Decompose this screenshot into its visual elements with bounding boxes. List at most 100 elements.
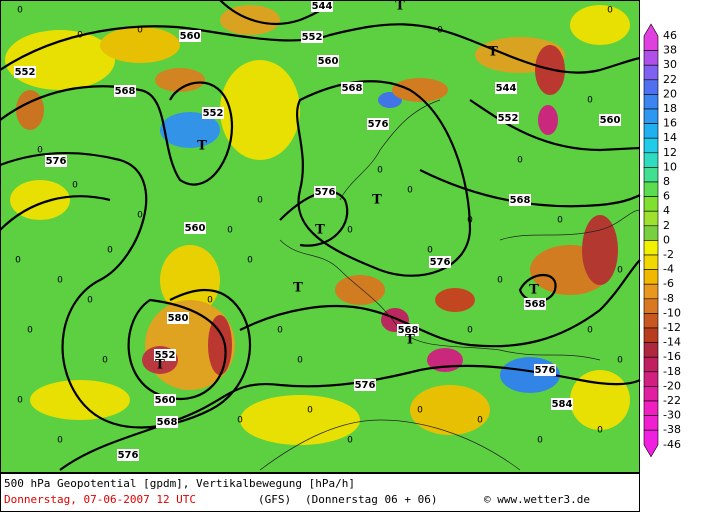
legend-swatch [643,50,659,66]
label-bg [314,186,336,198]
zero-label: 0 [587,326,593,336]
label-bg [429,256,451,268]
legend-label: 20 [663,87,677,100]
contour-label: 552 [302,32,323,43]
legend-swatch [643,123,659,139]
legend-swatch [643,386,659,402]
legend-label: 6 [663,190,670,203]
label-bg [341,82,363,94]
legend-label: 38 [663,44,677,57]
map: 552 552 552 552 552 560 560 560 560 560 580 568 568 5… [0,0,641,473]
zero-label: 0 [477,416,483,426]
contour-label: 560 [180,31,201,42]
contour-label: 544 [496,83,517,94]
zero-label: 0 [467,326,473,336]
zero-label: 0 [407,186,413,196]
legend-swatch [643,79,659,95]
legend-label: 30 [663,58,677,71]
zero-label: 0 [607,6,613,16]
legend-label: -38 [663,423,681,436]
label-bg [184,222,206,234]
label-bg [14,66,36,78]
zero-label: 0 [347,436,353,446]
legend-swatch [643,283,659,300]
trough-mark: T [293,281,303,296]
zero-label: 0 [27,326,33,336]
legend-swatch [643,152,659,168]
legend-swatch [643,108,659,124]
trough-mark: T [197,139,207,154]
label-bg [397,324,419,336]
legend-swatch [643,167,659,183]
legend-label: -46 [663,438,681,451]
label-bg [45,155,67,167]
legend-swatch [643,342,659,358]
zero-label: 0 [437,26,443,36]
zero-label: 0 [102,356,108,366]
legend-label: 16 [663,117,677,130]
legend-label: -30 [663,409,681,422]
zero-label: 0 [297,356,303,366]
zero-label: 0 [37,146,43,156]
legend-swatch [643,225,659,241]
legend-swatch [643,137,659,154]
legend-label: 2 [663,219,670,232]
label-bg [509,194,531,206]
zero-label: 0 [247,256,253,266]
contour-label: 576 [315,187,336,198]
legend-swatch [643,429,659,458]
zero-label: 0 [107,246,113,256]
legend-label: -4 [663,263,674,276]
zero-label: 0 [537,436,543,446]
legend-label: -10 [663,306,681,319]
label-bg [599,114,621,126]
legend-swatch [643,356,659,373]
legend-swatch [643,254,659,270]
label-bg [317,55,339,67]
zero-label: 0 [137,211,143,221]
zero-label: 0 [17,396,23,406]
contour-label: 560 [318,56,339,67]
zero-label: 0 [57,436,63,446]
contour-label: 568 [525,299,546,310]
contour-label: 576 [46,156,67,167]
label-bg [311,0,333,12]
footer-run: (Donnerstag 06 + 06) [305,493,437,506]
label-bg [154,349,176,361]
label-bg [367,118,389,130]
legend-swatch [643,327,659,343]
zero-label: 0 [617,356,623,366]
contour-label: 560 [155,395,176,406]
legend-label: 22 [663,73,677,86]
trough-mark: T [372,193,382,208]
legend-label: 8 [663,175,670,188]
legend-swatch [643,313,659,329]
legend-label: -12 [663,321,681,334]
legend-label: -2 [663,248,674,261]
label-bg [534,364,556,376]
footer-title: 500 hPa Geopotential [gpdm], Vertikalbew… [4,477,355,490]
legend-label: -14 [663,336,681,349]
legend-label: 4 [663,204,670,217]
contour-label: 552 [155,350,176,361]
footer-date: Donnerstag, 07-06-2007 12 UTC [4,493,196,506]
legend-label: 0 [663,233,670,246]
contour-label: 580 [168,313,189,324]
zero-label: 0 [347,226,353,236]
legend-label: -20 [663,379,681,392]
label-bg [202,107,224,119]
contour-label: 568 [115,86,136,97]
contour-label: 576 [368,119,389,130]
legend-label: 12 [663,146,677,159]
contour-label: 568 [342,83,363,94]
contour-label: 560 [185,223,206,234]
footer-copyright: © www.wetter3.de [484,493,590,506]
label-bg [301,31,323,43]
zero-label: 0 [72,181,78,191]
legend-swatch [643,415,659,431]
legend-label: -16 [663,350,681,363]
zero-label: 0 [427,246,433,256]
label-bg [179,30,201,42]
zero-label: 0 [227,226,233,236]
trough-mark: T [395,0,405,14]
